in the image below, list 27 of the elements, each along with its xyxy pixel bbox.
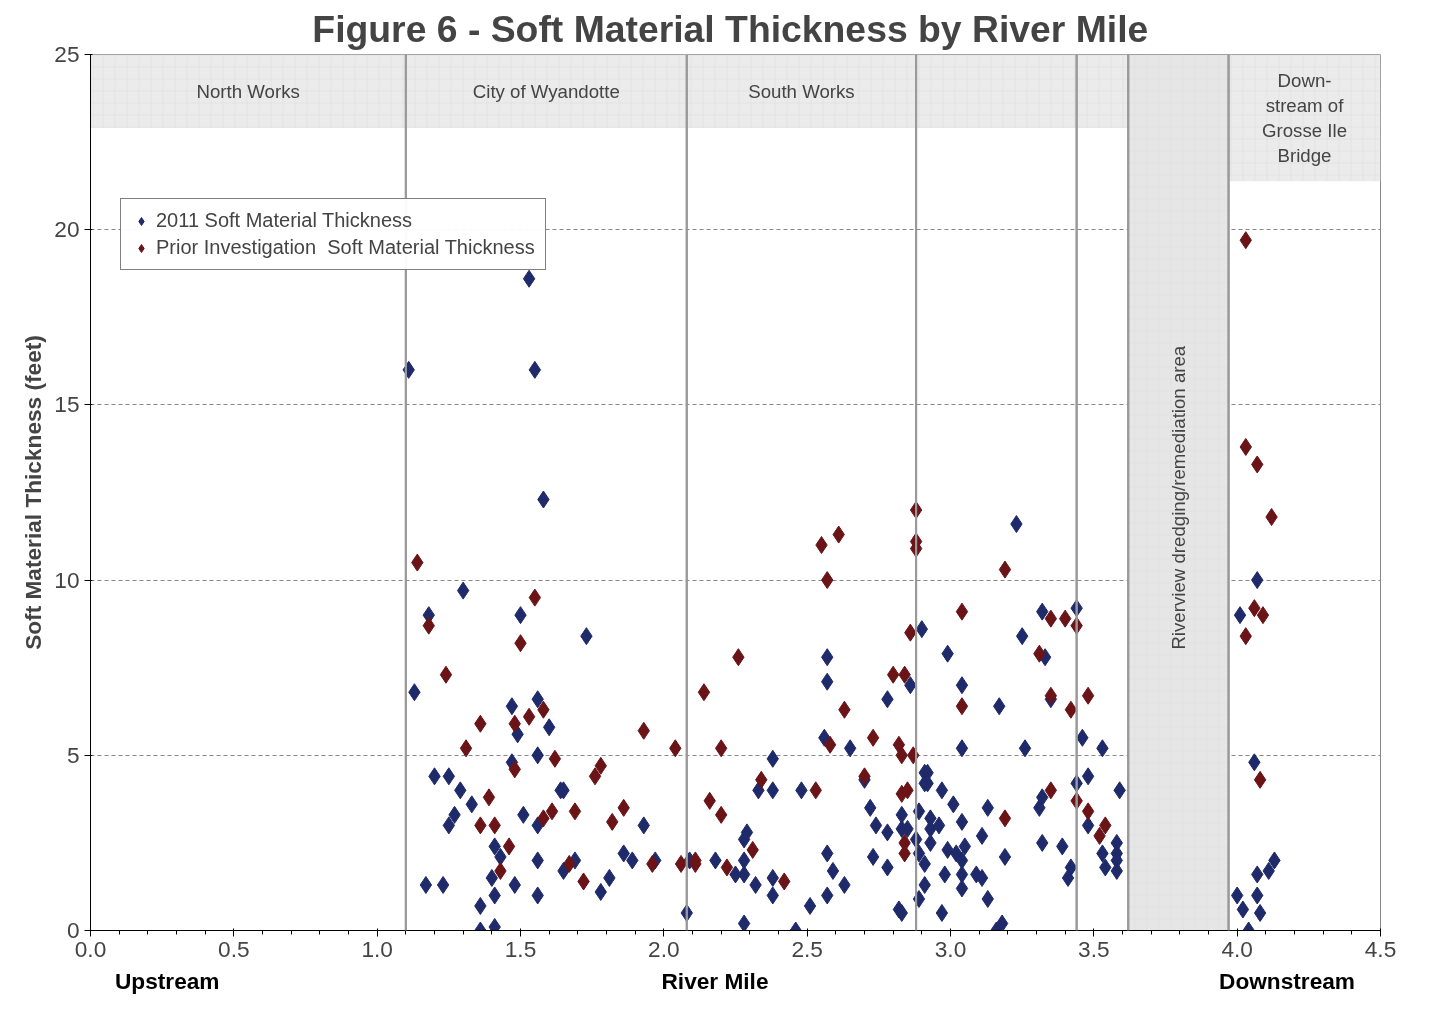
y-tick-label: 10 xyxy=(54,566,80,593)
chart-title: Figure 6 - Soft Material Thickness by River Mile xyxy=(312,7,1149,50)
text: Downstream xyxy=(1219,967,1355,996)
x-tick-label: 2.5 xyxy=(791,935,823,962)
x-axis-title: River Mile xyxy=(661,968,769,994)
x-tick-label: 3.0 xyxy=(934,935,967,962)
x-tick-label: 4.5 xyxy=(1364,935,1397,962)
band-label: Riverview dredging/remediation area xyxy=(1167,345,1189,650)
band-label: North Works xyxy=(196,80,300,102)
x-tick-label: 3.5 xyxy=(1078,935,1110,962)
y-tick-label: 25 xyxy=(54,41,80,67)
y-tick-label: 20 xyxy=(54,216,80,243)
band-label: Down- stream of Grosse Ile Bridge xyxy=(1262,69,1348,167)
y-tick-label: 5 xyxy=(66,741,80,768)
x-tick-label: 1.5 xyxy=(504,935,537,962)
legend-label: Prior Investigation Soft Material Thickness xyxy=(156,236,535,259)
x-tick-label: 0.5 xyxy=(218,935,250,962)
y-tick-label: 15 xyxy=(54,391,80,418)
band-label: South Works xyxy=(748,80,855,102)
y-axis-title: Soft Material Thickness (feet) xyxy=(20,335,47,650)
text: Upstream xyxy=(115,967,220,996)
legend-label: 2011 Soft Material Thickness xyxy=(156,209,413,232)
band-label: City of Wyandotte xyxy=(472,80,620,102)
y-tick-label: 0 xyxy=(66,917,80,943)
x-tick-label: 1.0 xyxy=(361,935,393,962)
x-tick-label: 2.0 xyxy=(648,935,680,962)
x-tick-label: 4.0 xyxy=(1221,935,1253,962)
